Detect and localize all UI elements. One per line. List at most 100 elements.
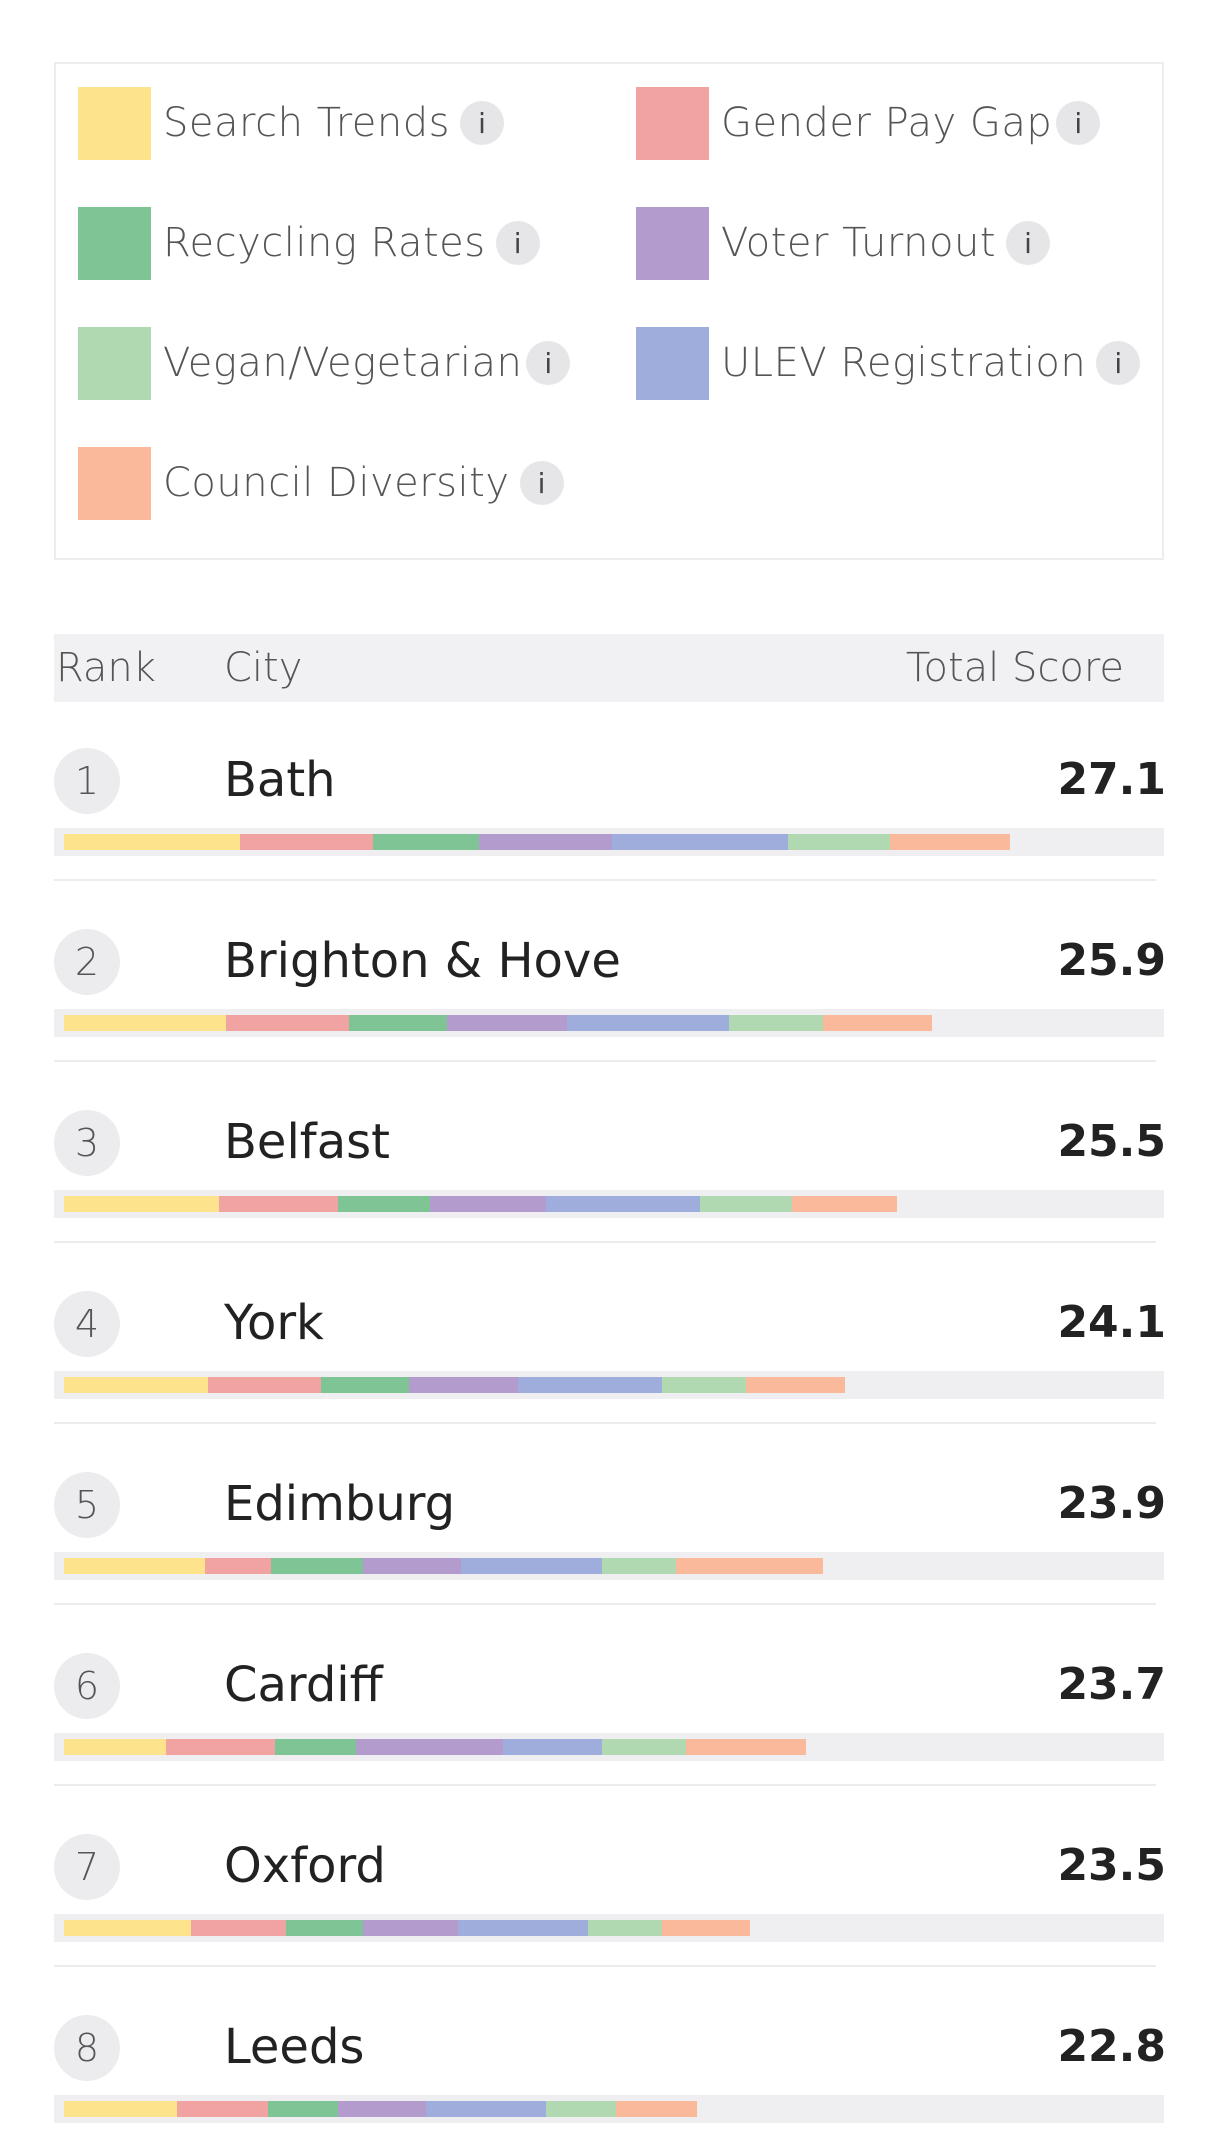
rank-badge: 3 xyxy=(54,1110,120,1176)
legend-swatch xyxy=(78,446,151,520)
info-icon[interactable]: i xyxy=(459,101,504,145)
legend: Search Trends i Gender Pay Gap i Recycli… xyxy=(54,62,1164,560)
legend-item-vegan-vegetarian: Vegan/Vegetarian i xyxy=(78,326,571,400)
score-bar-track xyxy=(54,1733,1164,1761)
city-name: Bath xyxy=(224,752,336,808)
bar-segment-ulev-registration xyxy=(545,1196,701,1212)
table-row[interactable]: 8 Leeds 22.8 xyxy=(54,1967,1166,2148)
rank-badge: 6 xyxy=(54,1653,120,1719)
table-row[interactable]: 4 York 24.1 xyxy=(54,1243,1166,1424)
city-name: Oxford xyxy=(224,1838,386,1894)
legend-swatch xyxy=(636,206,709,280)
bar-segment-gender-pay-gap xyxy=(190,1920,286,1936)
city-name: Cardiff xyxy=(224,1657,383,1713)
stacked-score-bar xyxy=(64,834,1010,850)
table-row[interactable]: 7 Oxford 23.5 xyxy=(54,1786,1166,1967)
bar-segment-ulev-registration xyxy=(517,1377,662,1393)
rank-badge: 4 xyxy=(54,1291,120,1357)
row-divider xyxy=(54,1784,1156,1786)
city-name: Brighton & Hove xyxy=(224,933,621,989)
legend-label: Gender Pay Gap xyxy=(721,100,1053,146)
info-icon[interactable]: i xyxy=(495,221,540,265)
legend-item-council-diversity: Council Diversity i xyxy=(78,446,564,520)
legend-swatch xyxy=(78,86,151,160)
table-row[interactable]: 3 Belfast 25.5 xyxy=(54,1062,1166,1243)
bar-segment-vegan-vegetarian xyxy=(545,2101,616,2117)
bar-segment-search-trends xyxy=(64,1015,226,1031)
bar-segment-search-trends xyxy=(64,1196,219,1212)
bar-segment-ulev-registration xyxy=(461,1558,602,1574)
bar-segment-council-diversity xyxy=(746,1377,845,1393)
city-name: Edimburg xyxy=(224,1476,456,1532)
table-row[interactable]: 2 Brighton & Hove 25.9 xyxy=(54,881,1166,1062)
stacked-score-bar xyxy=(64,2101,697,2117)
bar-segment-gender-pay-gap xyxy=(204,1558,272,1574)
rank-badge: 2 xyxy=(54,929,120,995)
bar-segment-council-diversity xyxy=(890,834,1010,850)
bar-segment-council-diversity xyxy=(823,1015,933,1031)
bar-segment-vegan-vegetarian xyxy=(700,1196,792,1212)
legend-swatch xyxy=(78,206,151,280)
bar-segment-search-trends xyxy=(64,1377,209,1393)
bar-segment-voter-turnout xyxy=(355,1739,504,1755)
score-bar-track xyxy=(54,1914,1164,1942)
bar-segment-search-trends xyxy=(64,1739,166,1755)
bar-segment-gender-pay-gap xyxy=(165,1739,275,1755)
total-score: 24.1 xyxy=(1057,1297,1166,1348)
legend-item-gender-pay-gap: Gender Pay Gap i xyxy=(636,86,1101,160)
bar-segment-voter-turnout xyxy=(478,834,613,850)
bar-segment-voter-turnout xyxy=(338,2101,427,2117)
rank-badge: 8 xyxy=(54,2015,120,2081)
score-bar-track xyxy=(54,1009,1164,1037)
total-score: 23.5 xyxy=(1057,1840,1166,1891)
city-column-header: City xyxy=(224,645,303,691)
rank-column-header: Rank xyxy=(56,645,156,691)
bar-segment-gender-pay-gap xyxy=(225,1015,349,1031)
bar-segment-recycling-rates xyxy=(348,1015,448,1031)
bar-segment-gender-pay-gap xyxy=(176,2101,268,2117)
info-icon[interactable]: i xyxy=(1006,221,1050,265)
legend-swatch xyxy=(78,326,151,400)
info-icon[interactable]: i xyxy=(519,461,564,505)
bar-segment-ulev-registration xyxy=(612,834,789,850)
bar-segment-ulev-registration xyxy=(566,1015,729,1031)
ranking-list: 1 Bath 27.1 2 Brighton & Hove 25.9 3 Bel… xyxy=(54,700,1166,2148)
total-score: 23.9 xyxy=(1057,1478,1166,1529)
bar-segment-voter-turnout xyxy=(429,1196,546,1212)
bar-segment-recycling-rates xyxy=(338,1196,430,1212)
bar-segment-council-diversity xyxy=(675,1558,824,1574)
bar-segment-council-diversity xyxy=(661,1920,750,1936)
legend-label: Voter Turnout xyxy=(721,220,996,266)
row-divider xyxy=(54,1603,1156,1605)
row-divider xyxy=(54,1241,1156,1243)
city-name: Leeds xyxy=(224,2019,365,2075)
total-score-column-header: Total Score xyxy=(905,645,1124,691)
row-divider xyxy=(54,1422,1156,1424)
stacked-score-bar xyxy=(64,1739,806,1755)
bar-segment-search-trends xyxy=(64,834,240,850)
bar-segment-vegan-vegetarian xyxy=(587,1920,662,1936)
table-row[interactable]: 1 Bath 27.1 xyxy=(54,700,1166,881)
info-icon[interactable]: i xyxy=(1096,341,1141,385)
info-icon[interactable]: i xyxy=(526,341,571,385)
legend-swatch xyxy=(636,326,709,400)
total-score: 27.1 xyxy=(1057,754,1166,805)
legend-label: Recycling Rates xyxy=(163,220,486,266)
bar-segment-gender-pay-gap xyxy=(218,1196,339,1212)
total-score: 23.7 xyxy=(1057,1659,1166,1710)
total-score: 22.8 xyxy=(1057,2021,1166,2072)
bar-segment-recycling-rates xyxy=(271,1558,363,1574)
table-row[interactable]: 5 Edimburg 23.9 xyxy=(54,1424,1166,1605)
legend-label: ULEV Registration xyxy=(721,340,1087,386)
total-score: 25.5 xyxy=(1057,1116,1166,1167)
table-row[interactable]: 6 Cardiff 23.7 xyxy=(54,1605,1166,1786)
bar-segment-voter-turnout xyxy=(408,1377,518,1393)
bar-segment-vegan-vegetarian xyxy=(601,1739,687,1755)
bar-segment-ulev-registration xyxy=(457,1920,588,1936)
info-icon[interactable]: i xyxy=(1056,101,1101,145)
stacked-score-bar xyxy=(64,1920,750,1936)
rank-badge: 5 xyxy=(54,1472,120,1538)
bar-segment-recycling-rates xyxy=(373,834,479,850)
legend-item-ulev-registration: ULEV Registration i xyxy=(636,326,1141,400)
city-name: Belfast xyxy=(224,1114,390,1170)
